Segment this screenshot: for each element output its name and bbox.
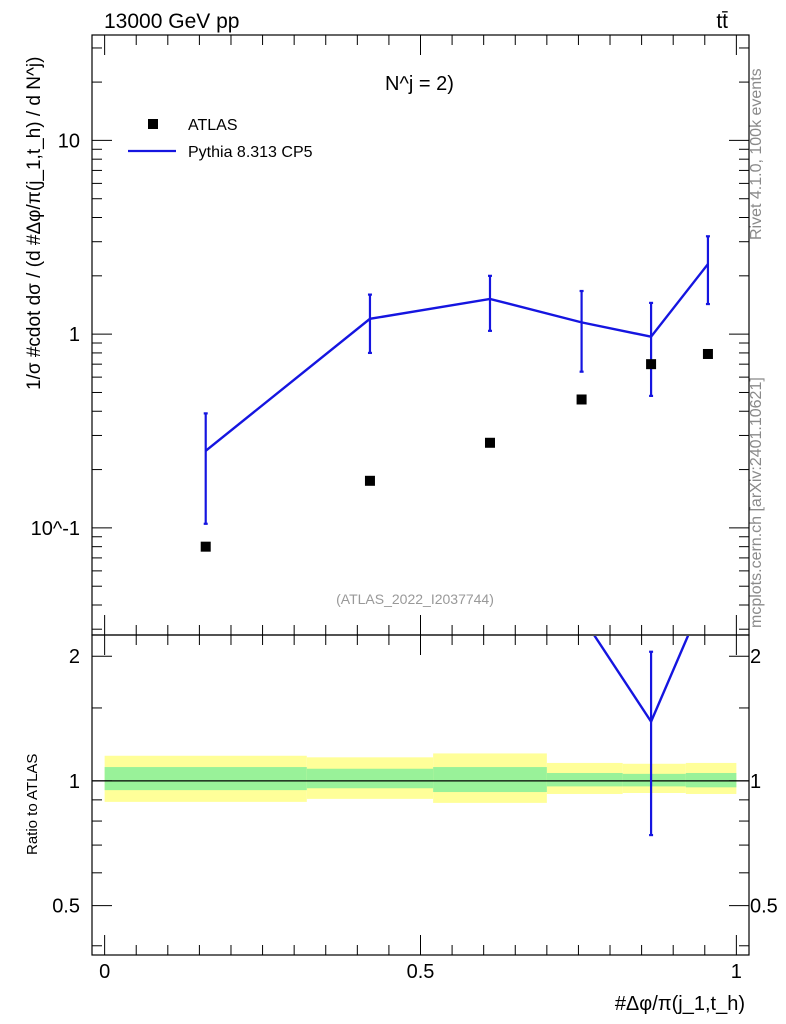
pythia-line [204,263,709,452]
legend-pythia-label: Pythia 8.313 CP5 [188,144,313,161]
ratio-ticks: 0.5 0.5 1 1 2 2 [52,646,778,947]
ratio-y-tick-label-right: 0.5 [750,896,778,918]
ratio-series [593,636,690,837]
atlas-point [484,437,495,448]
ratio-y-tick-label-left: 0.5 [52,896,80,918]
atlas-point [364,475,375,486]
y-axis-title: 1/σ #cdot dσ / (d #Δφ/π(j_1,t_h) / d N^j… [24,57,45,390]
legend-atlas-label: ATLAS [188,117,238,134]
ratio-y-tick-label-left: 2 [69,646,80,668]
atlas-point [646,359,657,370]
ratio-green-band [306,768,434,789]
energy-label: 13000 GeV pp [104,10,239,33]
ratio-green-band [685,772,737,788]
x-tick-label: 0.5 [407,961,435,983]
mcplots-label: mcplots.cern.ch [arXiv:2401.10621] [748,377,765,628]
process-label: tt̄ [716,10,728,33]
y-tick-label: 10^-1 [31,518,80,540]
ratio-pythia-line [593,636,690,725]
main-series [200,235,713,552]
main-ticks: 10^-1 1 10 [31,47,749,630]
x-tick-label: 1 [731,961,742,983]
legend-atlas-marker [148,119,158,129]
ratio-green-band [433,767,547,793]
y-tick-label: 1 [69,324,80,346]
x-tick-label: 0 [99,961,110,983]
ratio-y-axis-title: Ratio to ATLAS [24,754,41,855]
ratio-y-tick-label-right: 2 [750,646,761,668]
ratio-bands [104,753,737,803]
x-ticks: 0 0.5 1 [99,35,742,983]
ratio-y-tick-label-left: 1 [69,771,80,793]
ratio-green-band [546,772,623,787]
analysis-label: (ATLAS_2022_I2037744) [336,591,494,607]
x-axis-title: #Δφ/π(j_1,t_h) [615,993,745,1015]
chart-title: N^j = 2) [385,73,454,95]
ratio-green-band [104,767,307,791]
ratio-green-band [622,773,686,787]
rivet-version-label: Rivet 4.1.0, 100k events [748,68,765,240]
atlas-point [200,541,211,552]
atlas-point [576,394,587,405]
ratio-panel: 0.5 0.5 1 1 2 2 Ratio to ATLAS [24,634,778,956]
ratio-y-tick-label-right: 1 [750,771,761,793]
atlas-point [702,348,713,359]
y-tick-label: 10 [58,130,80,152]
